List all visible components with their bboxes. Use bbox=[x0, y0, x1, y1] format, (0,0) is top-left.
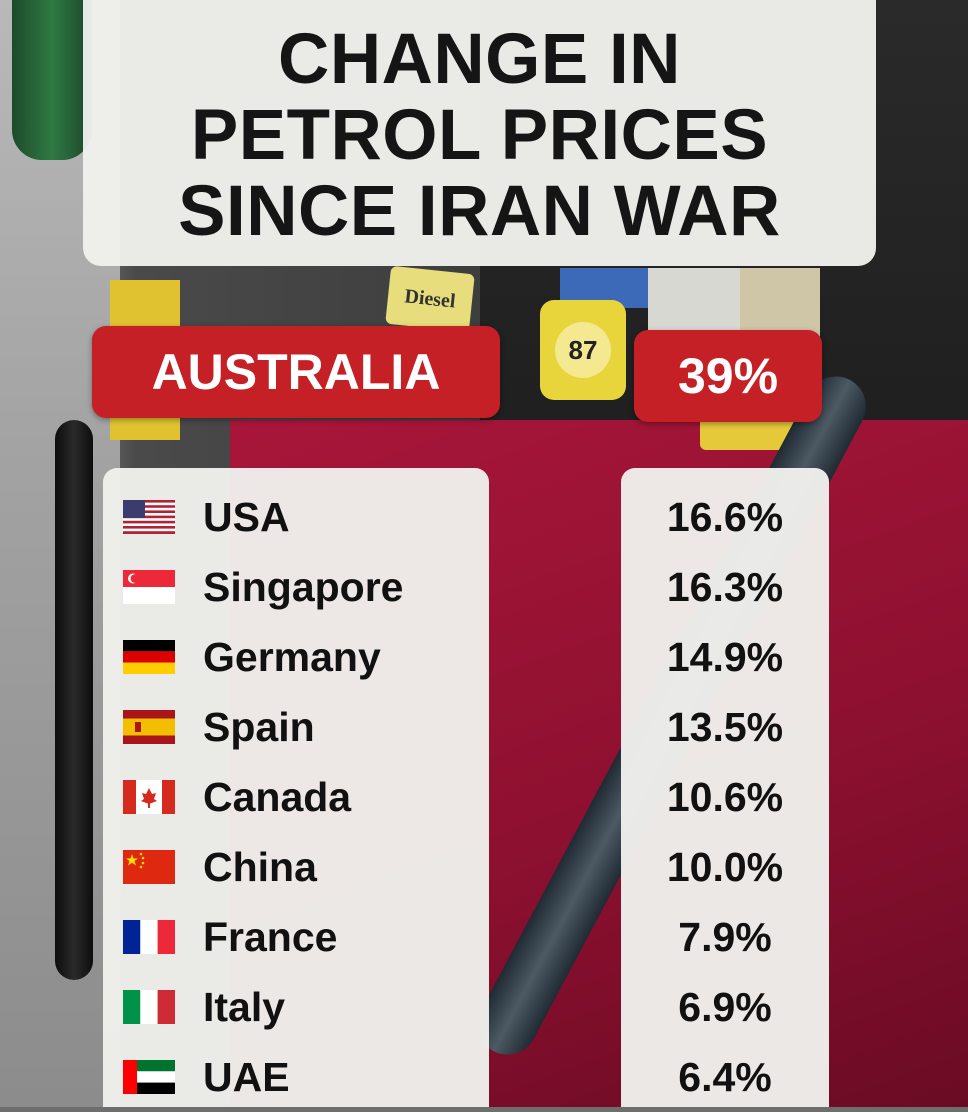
country-name: Italy bbox=[203, 983, 286, 1030]
flag-usa-icon bbox=[123, 500, 175, 534]
value-text: 7.9% bbox=[678, 913, 772, 960]
country-name: Germany bbox=[203, 633, 381, 680]
value-item: 7.9% bbox=[621, 902, 829, 972]
title-line-3: SINCE IRAN WAR bbox=[178, 172, 781, 251]
list-item: Germany bbox=[103, 622, 489, 692]
value-text: 16.3% bbox=[666, 563, 784, 610]
beige-grade-label bbox=[740, 268, 820, 340]
value-item: 6.9% bbox=[621, 972, 829, 1042]
list-item: UAE bbox=[103, 1042, 489, 1112]
flag-germany-icon bbox=[123, 640, 175, 674]
list-item: Spain bbox=[103, 692, 489, 762]
value-list-card: 16.6% 16.3% 14.9% 13.5% 10.6% 10.0% 7.9%… bbox=[621, 468, 829, 1107]
list-item: Italy bbox=[103, 972, 489, 1042]
country-name: Singapore bbox=[203, 563, 404, 610]
value-item: 6.4% bbox=[621, 1042, 829, 1112]
country-name: France bbox=[203, 913, 338, 960]
value-text: 14.9% bbox=[666, 633, 784, 680]
value-text: 16.6% bbox=[666, 493, 784, 540]
flag-singapore-icon bbox=[123, 570, 175, 604]
list-item: Canada bbox=[103, 762, 489, 832]
value-text: 10.0% bbox=[666, 843, 784, 890]
flag-spain-icon bbox=[123, 710, 175, 744]
octane-87-text: 87 bbox=[555, 322, 611, 378]
value-item: 16.6% bbox=[621, 482, 829, 552]
title-line-2: PETROL PRICES bbox=[190, 96, 769, 175]
country-name: Canada bbox=[203, 773, 352, 820]
list-item: USA bbox=[103, 482, 489, 552]
country-name: Spain bbox=[203, 703, 315, 750]
value-text: 10.6% bbox=[666, 773, 784, 820]
highlight-value-pill: 39% bbox=[634, 330, 822, 422]
value-text: 6.9% bbox=[678, 983, 772, 1030]
title-line-1: CHANGE IN bbox=[278, 20, 681, 99]
left-hose bbox=[55, 420, 93, 980]
highlight-country-pill: AUSTRALIA bbox=[92, 326, 500, 418]
value-item: 14.9% bbox=[621, 622, 829, 692]
title-card: CHANGE IN PETROL PRICES SINCE IRAN WAR bbox=[83, 0, 876, 266]
octane-87-label: 87 bbox=[540, 300, 626, 400]
list-item: China bbox=[103, 832, 489, 902]
flag-canada-icon bbox=[123, 780, 175, 814]
list-item: Singapore bbox=[103, 552, 489, 622]
country-list-card: USA Singapore Germany Spain Canada bbox=[103, 468, 489, 1107]
value-text: 13.5% bbox=[666, 703, 784, 750]
value-text: 6.4% bbox=[678, 1053, 772, 1100]
country-name: UAE bbox=[203, 1053, 290, 1100]
white-grade-label bbox=[648, 268, 740, 340]
value-item: 10.6% bbox=[621, 762, 829, 832]
flag-france-icon bbox=[123, 920, 175, 954]
flag-china-icon bbox=[123, 850, 175, 884]
flag-italy-icon bbox=[123, 990, 175, 1024]
value-item: 16.3% bbox=[621, 552, 829, 622]
flag-uae-icon bbox=[123, 1060, 175, 1094]
value-item: 10.0% bbox=[621, 832, 829, 902]
green-nozzle bbox=[12, 0, 92, 160]
country-name: USA bbox=[203, 493, 290, 540]
list-item: France bbox=[103, 902, 489, 972]
country-name: China bbox=[203, 843, 317, 890]
value-item: 13.5% bbox=[621, 692, 829, 762]
diesel-label: Diesel bbox=[385, 265, 475, 333]
